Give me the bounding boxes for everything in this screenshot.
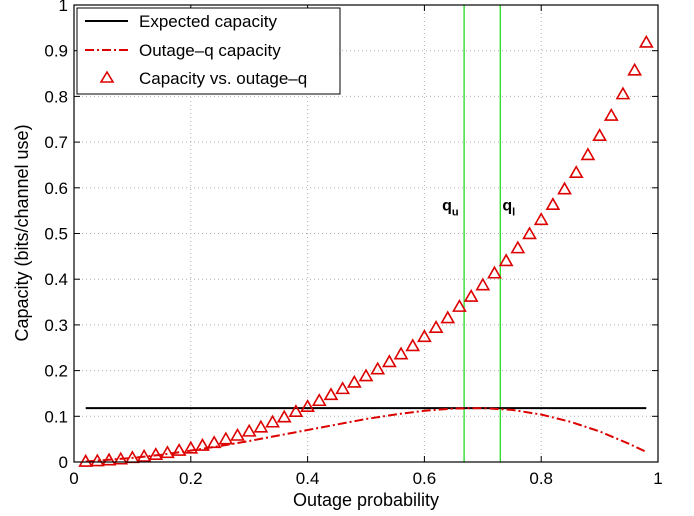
x-tick-label: 0.8: [529, 469, 553, 488]
triangle-marker: [89, 453, 105, 467]
triangle-marker: [148, 447, 164, 460]
x-tick-label: 0: [69, 469, 78, 488]
triangle-marker: [171, 442, 187, 456]
triangle-marker: [160, 445, 175, 459]
triangle-marker: [592, 128, 607, 142]
y-tick-label: 0.5: [44, 225, 68, 244]
y-tick-label: 0.8: [44, 87, 68, 106]
triangle-marker: [253, 419, 269, 433]
legend-label-expected: Expected capacity: [139, 12, 277, 31]
x-tick-label: 1: [653, 469, 662, 488]
y-tick-label: 0.1: [44, 407, 68, 426]
triangle-marker: [440, 310, 456, 324]
triangle-marker: [323, 387, 339, 401]
triangle-marker: [417, 329, 432, 343]
triangle-marker: [230, 427, 245, 441]
triangle-marker: [288, 404, 304, 418]
y-tick-label: 0: [59, 453, 68, 472]
triangle-marker: [381, 354, 397, 368]
x-axis-label: Outage probability: [293, 490, 439, 510]
x-tick-label: 0.4: [296, 469, 320, 488]
triangle-marker: [113, 451, 129, 465]
y-tick-label: 1: [59, 0, 68, 15]
triangle-marker: [136, 448, 152, 462]
x-tick-label: 0.6: [413, 469, 437, 488]
triangle-marker: [557, 181, 572, 195]
triangle-marker: [463, 288, 479, 302]
triangle-marker: [241, 423, 257, 437]
vline-label-l: ql: [502, 198, 515, 219]
y-tick-label: 0.9: [44, 42, 68, 61]
triangle-marker: [475, 277, 491, 291]
triangle-marker: [533, 212, 549, 226]
legend-label-outage: Outage–q capacity: [139, 41, 281, 60]
y-tick-label: 0.6: [44, 179, 68, 198]
triangle-marker: [498, 253, 514, 267]
triangle-marker: [405, 338, 421, 352]
legend-label-triangle: Capacity vs. outage–q: [139, 69, 307, 88]
x-tick-label: 0.2: [179, 469, 203, 488]
y-tick-label: 0.2: [44, 362, 68, 381]
triangle-marker: [522, 226, 537, 240]
data-layer: [78, 5, 654, 467]
triangle-marker: [627, 62, 643, 76]
triangle-marker: [358, 368, 374, 382]
grid-lines: [74, 5, 658, 462]
vline-annotations: qu ql: [442, 198, 515, 219]
y-tick-label: 0.4: [44, 270, 68, 289]
triangle-marker: [276, 409, 292, 423]
vline-label-u: qu: [442, 198, 459, 219]
legend-swatch-triangle: [99, 70, 115, 83]
triangle-marker: [300, 399, 315, 413]
triangle-marker: [510, 240, 526, 254]
triangle-marker: [346, 374, 362, 388]
triangle-marker: [603, 107, 619, 121]
triangle-marker: [452, 299, 467, 312]
triangle-marker: [335, 381, 351, 395]
triangle-marker: [370, 361, 386, 375]
axis-ticks: 0 0.2 0.4 0.6 0.8 1 0 0.1 0.2 0.3 0.4 0.5 0.6 0.7 0.8 0…: [44, 0, 662, 488]
triangle-marker: [101, 452, 117, 466]
y-tick-label: 0.3: [44, 316, 68, 335]
y-tick-label: 0.7: [44, 133, 68, 152]
triangle-marker: [218, 431, 234, 445]
y-axis-label: Capacity (bits/channel use): [12, 124, 32, 341]
triangle-marker: [393, 346, 409, 360]
triangle-marker: [568, 165, 584, 179]
triangle-marker: [638, 34, 654, 48]
triangle-marker: [545, 197, 561, 211]
triangle-marker: [195, 437, 210, 451]
legend: Expected capacity Outage–q capacity Capa…: [76, 7, 341, 95]
triangle-marker: [311, 393, 327, 407]
triangle-marker: [615, 86, 631, 100]
triangle-marker: [183, 440, 199, 454]
triangle-marker: [580, 147, 596, 161]
triangle-marker: [428, 320, 444, 333]
triangle-marker: [487, 265, 502, 279]
triangle-marker: [206, 435, 222, 449]
triangle-marker: [78, 453, 94, 467]
triangle-marker: [265, 414, 280, 428]
